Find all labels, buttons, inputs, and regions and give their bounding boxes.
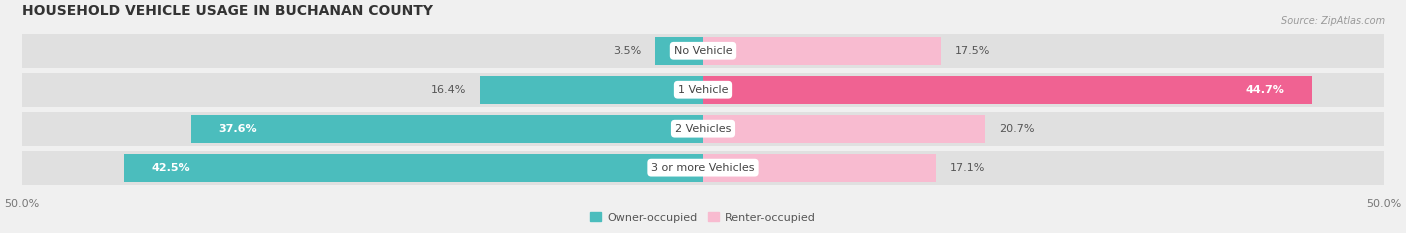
Bar <box>479 76 703 104</box>
Text: 17.1%: 17.1% <box>949 163 986 173</box>
Bar <box>703 154 936 182</box>
Text: 42.5%: 42.5% <box>152 163 190 173</box>
Bar <box>21 73 1385 107</box>
Bar <box>21 151 1385 185</box>
Bar <box>703 115 986 143</box>
Text: 37.6%: 37.6% <box>218 124 257 134</box>
Text: 17.5%: 17.5% <box>955 46 990 56</box>
Text: Source: ZipAtlas.com: Source: ZipAtlas.com <box>1281 16 1385 26</box>
Bar <box>21 34 1385 68</box>
Text: 20.7%: 20.7% <box>998 124 1035 134</box>
Bar <box>655 37 703 65</box>
Legend: Owner-occupied, Renter-occupied: Owner-occupied, Renter-occupied <box>586 208 820 227</box>
Text: 16.4%: 16.4% <box>430 85 465 95</box>
Text: 2 Vehicles: 2 Vehicles <box>675 124 731 134</box>
Bar <box>124 154 703 182</box>
Text: 3 or more Vehicles: 3 or more Vehicles <box>651 163 755 173</box>
Text: 44.7%: 44.7% <box>1246 85 1285 95</box>
Bar <box>191 115 703 143</box>
Text: 3.5%: 3.5% <box>613 46 641 56</box>
Text: No Vehicle: No Vehicle <box>673 46 733 56</box>
Text: HOUSEHOLD VEHICLE USAGE IN BUCHANAN COUNTY: HOUSEHOLD VEHICLE USAGE IN BUCHANAN COUN… <box>21 4 433 18</box>
Bar <box>703 37 942 65</box>
Bar <box>703 76 1312 104</box>
Text: 1 Vehicle: 1 Vehicle <box>678 85 728 95</box>
Bar <box>21 112 1385 146</box>
